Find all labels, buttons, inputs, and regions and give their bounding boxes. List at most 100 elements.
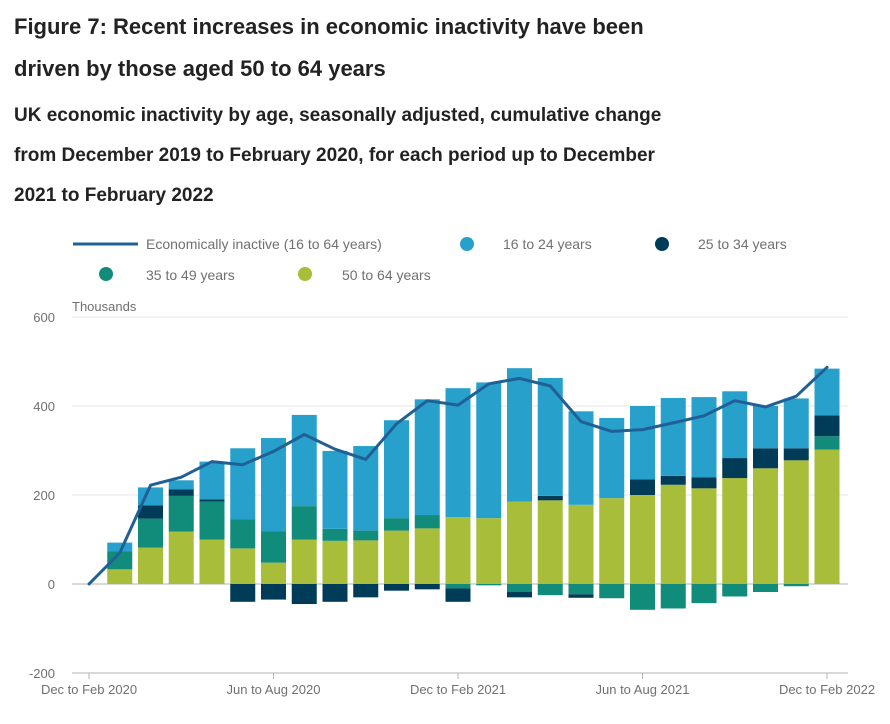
bar-segment (138, 518, 163, 548)
bar-segment (660, 475, 686, 485)
bar-segment (814, 436, 840, 450)
bar-segment (445, 517, 471, 584)
bar-segment (568, 584, 594, 595)
bar-segment (568, 411, 594, 505)
bar-segment (507, 368, 532, 502)
bar-segment (138, 547, 163, 584)
bar-segment (476, 518, 502, 584)
x-tick-label: Dec to Feb 2020 (41, 682, 137, 697)
bar-segment (630, 479, 655, 495)
bar-segment (660, 584, 686, 609)
bar-segment (568, 504, 594, 584)
bar-segment (783, 460, 809, 584)
bar-segment (291, 584, 317, 605)
bar-segment (445, 388, 471, 518)
line-series (87, 365, 829, 586)
bar-segment (753, 584, 778, 593)
x-tick-label: Dec to Feb 2021 (410, 682, 506, 697)
figure-subtitle-line2: from December 2019 to February 2020, for… (14, 145, 655, 166)
bar-segment (691, 488, 717, 584)
figure-subtitle: UK economic inactivity by age, seasonall… (14, 96, 874, 216)
bar-segment (537, 500, 563, 584)
bar-segment (783, 584, 809, 587)
bar-segment (722, 458, 748, 479)
bar-segment (783, 398, 809, 449)
bar-segment (384, 530, 409, 584)
bar-segment (630, 406, 655, 480)
x-tick-label: Jun to Aug 2021 (596, 682, 690, 697)
figure-title: Figure 7: Recent increases in economic i… (14, 6, 874, 90)
bar-segment (599, 498, 625, 584)
bar-segment (230, 448, 256, 520)
bar-segment (199, 461, 225, 500)
bar-segment (814, 449, 840, 584)
bar-segment (507, 584, 532, 593)
figure-title-line2: driven by those aged 50 to 64 years (14, 56, 386, 81)
y-axis-label: Thousands (72, 299, 137, 314)
bar-segment (230, 548, 256, 584)
bar-segment (353, 540, 379, 584)
legend-label-25-34: 25 to 34 years (698, 236, 787, 252)
bar-segment (783, 448, 809, 461)
bar-segment (660, 397, 686, 476)
line-series-path (87, 365, 829, 586)
bar-segment (537, 495, 563, 501)
legend-swatch-50-64 (298, 267, 312, 281)
legend-swatch-16-24 (460, 237, 474, 251)
bar-segment (691, 397, 717, 478)
bar-segment (753, 468, 778, 584)
chart-legend: Economically inactive (16 to 64 years) 1… (73, 236, 787, 283)
bar-segment (722, 478, 748, 584)
bar-segment (414, 584, 440, 590)
bar-segment (168, 489, 194, 496)
bar-segment (291, 414, 317, 507)
bars (107, 368, 840, 610)
bar-segment (261, 562, 286, 584)
bar-segment (322, 584, 348, 602)
bar-segment (691, 584, 717, 604)
bar-segment (230, 584, 256, 602)
figure-subtitle-line1: UK economic inactivity by age, seasonall… (14, 105, 662, 126)
y-tick-label: 600 (33, 310, 55, 325)
bar-segment (261, 531, 286, 563)
bar-segment (199, 499, 225, 502)
axes: Dec to Feb 2020 Jun to Aug 2020 Dec to Feb… (41, 672, 875, 697)
bar-segment (630, 584, 655, 610)
bar-segment (753, 406, 778, 449)
legend-label-16-24: 16 to 24 years (503, 236, 592, 252)
bar-segment (261, 584, 286, 600)
bar-segment (753, 448, 778, 469)
bar-segment (507, 501, 532, 584)
bar-segment (199, 539, 225, 584)
bar-segment (537, 584, 563, 596)
bar-segment (353, 584, 379, 598)
bar-segment (107, 569, 133, 584)
bar-segment (568, 594, 594, 598)
bar-segment (476, 584, 502, 586)
bar-segment (445, 588, 471, 602)
legend-label-line: Economically inactive (16 to 64 years) (146, 236, 382, 252)
x-tick-label: Jun to Aug 2020 (227, 682, 321, 697)
bar-segment (322, 528, 348, 541)
bar-segment (384, 584, 409, 591)
legend-swatch-25-34 (655, 237, 669, 251)
bar-segment (445, 584, 471, 589)
legend-label-35-49: 35 to 49 years (146, 267, 235, 283)
bar-segment (814, 415, 840, 437)
bar-segment (599, 584, 625, 599)
bar-segment (414, 528, 440, 584)
bar-segment (722, 584, 748, 597)
bar-segment (630, 495, 655, 584)
bar-segment (414, 399, 440, 516)
y-tick-label: 400 (33, 399, 55, 414)
bar-segment (230, 519, 256, 549)
bar-segment (199, 501, 225, 540)
bar-segment (414, 515, 440, 529)
bar-segment (322, 540, 348, 584)
bar-segment (168, 495, 194, 532)
bar-segment (138, 505, 163, 519)
bar-segment (660, 484, 686, 584)
bar-segment (291, 506, 317, 540)
bar-segment (476, 382, 502, 519)
